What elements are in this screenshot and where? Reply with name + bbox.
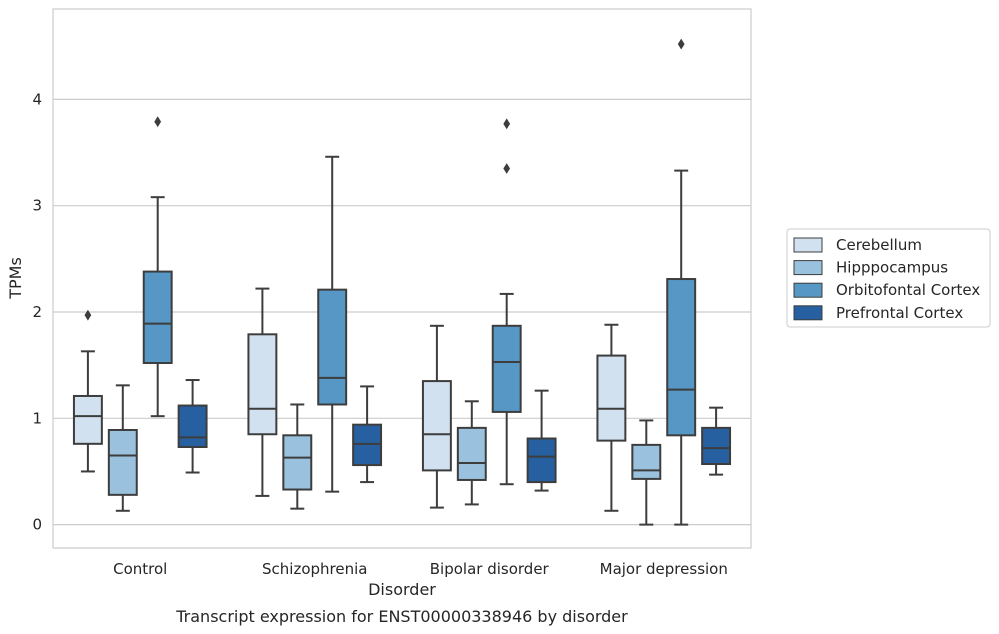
- x-tick-label: Control: [113, 560, 167, 578]
- outlier-point: [503, 118, 511, 130]
- box-iqr: [317, 288, 348, 406]
- box-iqr: [491, 324, 522, 413]
- box-group: [631, 419, 662, 526]
- box-iqr: [666, 278, 697, 437]
- box-iqr: [421, 380, 452, 472]
- box-iqr: [352, 423, 383, 467]
- box-group: [72, 309, 103, 473]
- outlier-point: [154, 116, 162, 128]
- legend-frame: [786, 228, 991, 328]
- legend-label: Orbitofontal Cortex: [836, 281, 980, 299]
- box-iqr: [247, 333, 278, 436]
- legend-swatch: [793, 305, 823, 321]
- outlier-point: [503, 163, 511, 174]
- legend: Cerebellum Hipppocampus Orbitofontal Corte…: [786, 228, 991, 328]
- outlier-point: [677, 38, 685, 50]
- box-iqr: [72, 394, 103, 445]
- box-iqr: [282, 434, 313, 491]
- box-group: [317, 155, 348, 493]
- y-tick-label: 1: [32, 409, 42, 427]
- legend-swatch: [793, 237, 823, 253]
- box-group: [177, 379, 208, 474]
- box-group: [526, 389, 557, 492]
- box-iqr: [701, 426, 732, 466]
- y-tick-label: 4: [32, 90, 42, 108]
- box-group: [491, 118, 522, 486]
- box-group: [456, 400, 487, 506]
- y-tick-label: 3: [32, 197, 42, 215]
- x-tick-label: Schizophrenia: [262, 560, 367, 578]
- y-tick-label: 2: [32, 303, 42, 321]
- box-iqr: [456, 426, 487, 481]
- box-iqr: [177, 404, 208, 449]
- box-group: [142, 116, 173, 418]
- y-tick-label: 0: [32, 516, 42, 534]
- legend-label: Cerebellum: [836, 236, 922, 254]
- x-axis-title: Disorder: [368, 580, 436, 599]
- box-group: [666, 38, 697, 526]
- box-group: [352, 385, 383, 484]
- box-group: [701, 406, 732, 476]
- chart-caption: Transcript expression for ENST0000033894…: [175, 607, 628, 626]
- box-iqr: [107, 428, 138, 496]
- box-group: [421, 324, 452, 509]
- box-group: [282, 403, 313, 510]
- legend-label: Hipppocampus: [836, 259, 948, 277]
- x-tick-label: Bipolar disorder: [430, 560, 550, 578]
- x-tick-label: Major depression: [600, 560, 728, 578]
- box-iqr: [526, 437, 557, 484]
- x-tick-labels: Control Schizophrenia Bipolar disorder Majo…: [113, 560, 728, 578]
- box-iqr: [631, 443, 662, 480]
- box-group: [596, 323, 627, 512]
- box-iqr: [596, 354, 627, 442]
- legend-swatch: [793, 260, 823, 276]
- y-axis-title: TPMs: [6, 257, 25, 300]
- box-group: [107, 384, 138, 512]
- legend-label: Prefrontal Cortex: [836, 304, 963, 322]
- legend-swatch: [793, 282, 823, 298]
- y-tick-labels: 0 1 2 3 4: [32, 90, 42, 533]
- box-group: [247, 287, 278, 497]
- box-series: [72, 38, 732, 526]
- box-iqr: [142, 270, 173, 365]
- outlier-point: [84, 309, 92, 321]
